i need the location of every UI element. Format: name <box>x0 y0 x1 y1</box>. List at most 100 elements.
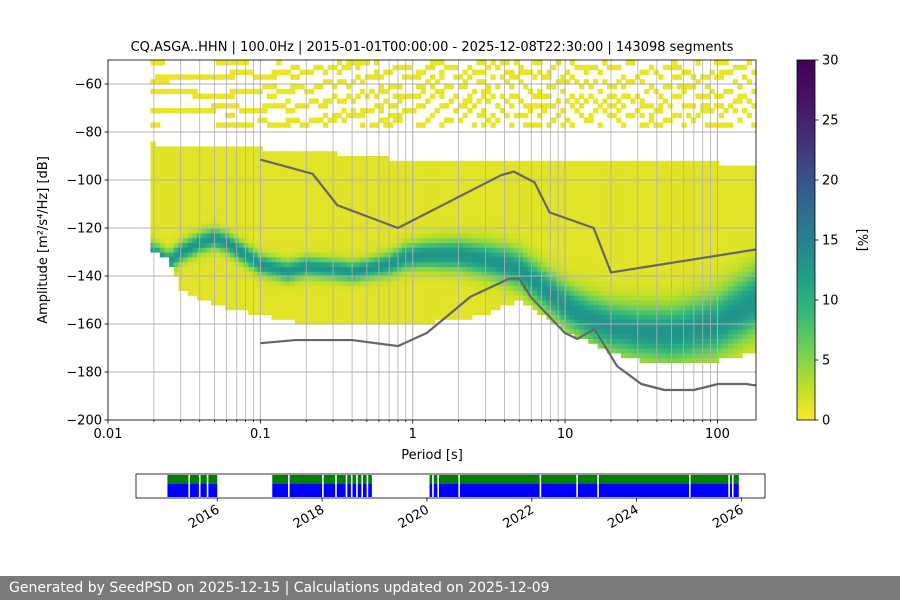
heatmap-cell <box>360 280 366 287</box>
heatmap-cell <box>453 93 459 99</box>
heatmap-cell <box>648 117 655 123</box>
heatmap-cell <box>499 160 506 167</box>
heatmap-cell <box>415 160 422 167</box>
heatmap-cell <box>690 199 697 205</box>
heatmap-cell <box>616 180 622 186</box>
heatmap-cell <box>429 165 436 171</box>
heatmap-cell <box>592 266 599 272</box>
heatmap-cell <box>383 295 389 301</box>
heatmap-cell <box>476 266 482 272</box>
heatmap-cell <box>718 103 724 109</box>
heatmap-cell <box>448 204 454 210</box>
heatmap-cell <box>592 175 599 181</box>
heatmap-cell <box>620 348 627 354</box>
heatmap-cell <box>639 271 645 277</box>
heatmap-cell <box>332 223 338 229</box>
heatmap-cell <box>192 184 198 191</box>
heatmap-cell <box>714 256 720 263</box>
heatmap-cell <box>308 228 315 234</box>
heatmap-cell <box>378 252 384 258</box>
heatmap-cell <box>346 218 352 224</box>
heatmap-cell <box>304 261 310 267</box>
heatmap-cell <box>462 309 468 315</box>
heatmap-cell <box>173 160 180 167</box>
heatmap-cell <box>397 117 403 123</box>
heatmap-cell <box>369 189 375 195</box>
heatmap-cell <box>597 237 603 243</box>
heatmap-cell <box>574 184 580 191</box>
heatmap-cell <box>639 319 645 325</box>
heatmap-cell <box>560 88 566 95</box>
heatmap-cell <box>616 304 622 311</box>
heatmap-cell <box>327 252 333 258</box>
heatmap-cell <box>490 60 496 66</box>
heatmap-cell <box>378 184 384 191</box>
heatmap-cell <box>388 175 394 181</box>
heatmap-cell <box>220 165 226 171</box>
heatmap-cell <box>546 84 552 90</box>
heatmap-cell <box>392 290 398 296</box>
heatmap-cell <box>155 146 161 152</box>
heatmap-cell <box>290 180 296 186</box>
heatmap-cell <box>313 314 319 320</box>
heatmap-cell <box>336 194 343 200</box>
heatmap-cell <box>625 180 631 186</box>
heatmap-cell <box>518 266 524 272</box>
heatmap-cell <box>546 242 552 248</box>
heatmap-cell <box>294 151 301 157</box>
heatmap-cell <box>695 324 701 330</box>
heatmap-cell <box>676 261 683 267</box>
heatmap-cell <box>513 232 520 239</box>
heatmap-cell <box>183 199 189 205</box>
heatmap-cell <box>625 213 631 219</box>
heatmap-cell <box>332 151 338 157</box>
heatmap-cell <box>308 285 315 291</box>
heatmap-cell <box>592 184 599 191</box>
heatmap-cell <box>350 175 357 181</box>
heatmap-cell <box>658 189 664 195</box>
heatmap-cell <box>523 232 529 239</box>
heatmap-cell <box>220 252 226 258</box>
heatmap-cell <box>653 237 659 243</box>
heatmap-cell <box>206 151 212 157</box>
heatmap-cell <box>597 69 603 75</box>
heatmap-cell <box>509 160 515 167</box>
heatmap-cell <box>592 213 599 219</box>
heatmap-cell <box>206 189 212 195</box>
heatmap-cell <box>499 175 506 181</box>
heatmap-cell <box>690 223 697 229</box>
heatmap-cell <box>173 247 180 253</box>
heatmap-cell <box>341 199 347 205</box>
heatmap-cell <box>341 314 347 320</box>
heatmap-cell <box>248 252 254 258</box>
heatmap-cell <box>453 247 459 253</box>
heatmap-cell <box>341 280 347 287</box>
heatmap-cell <box>415 290 422 296</box>
heatmap-cell <box>574 213 580 219</box>
heatmap-cell <box>388 247 394 253</box>
heatmap-cell <box>192 280 198 287</box>
heatmap-cell <box>429 160 436 167</box>
heatmap-cell <box>481 304 487 311</box>
heatmap-cell <box>355 280 361 287</box>
heatmap-cell <box>350 204 357 210</box>
heatmap-cell <box>644 348 650 354</box>
heatmap-cell <box>504 199 510 205</box>
heatmap-cell <box>639 290 645 296</box>
heatmap-cell <box>406 74 412 80</box>
heatmap-cell <box>383 117 389 123</box>
heatmap-cell <box>225 160 231 167</box>
heatmap-cell <box>313 204 319 210</box>
heatmap-cell <box>681 357 687 363</box>
heatmap-cell <box>313 280 319 287</box>
heatmap-cell <box>527 194 534 200</box>
heatmap-cell <box>322 122 329 128</box>
heatmap-cell <box>248 290 254 296</box>
heatmap-cell <box>723 328 729 335</box>
heatmap-cell <box>620 122 627 128</box>
heatmap-cell <box>220 242 226 248</box>
heatmap-cell <box>411 276 417 282</box>
heatmap-cell <box>402 208 408 215</box>
heatmap-cell <box>676 247 683 253</box>
heatmap-cell <box>243 151 249 157</box>
